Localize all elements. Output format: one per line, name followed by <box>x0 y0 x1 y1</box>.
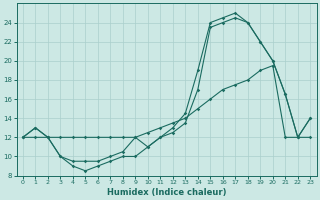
X-axis label: Humidex (Indice chaleur): Humidex (Indice chaleur) <box>107 188 226 197</box>
